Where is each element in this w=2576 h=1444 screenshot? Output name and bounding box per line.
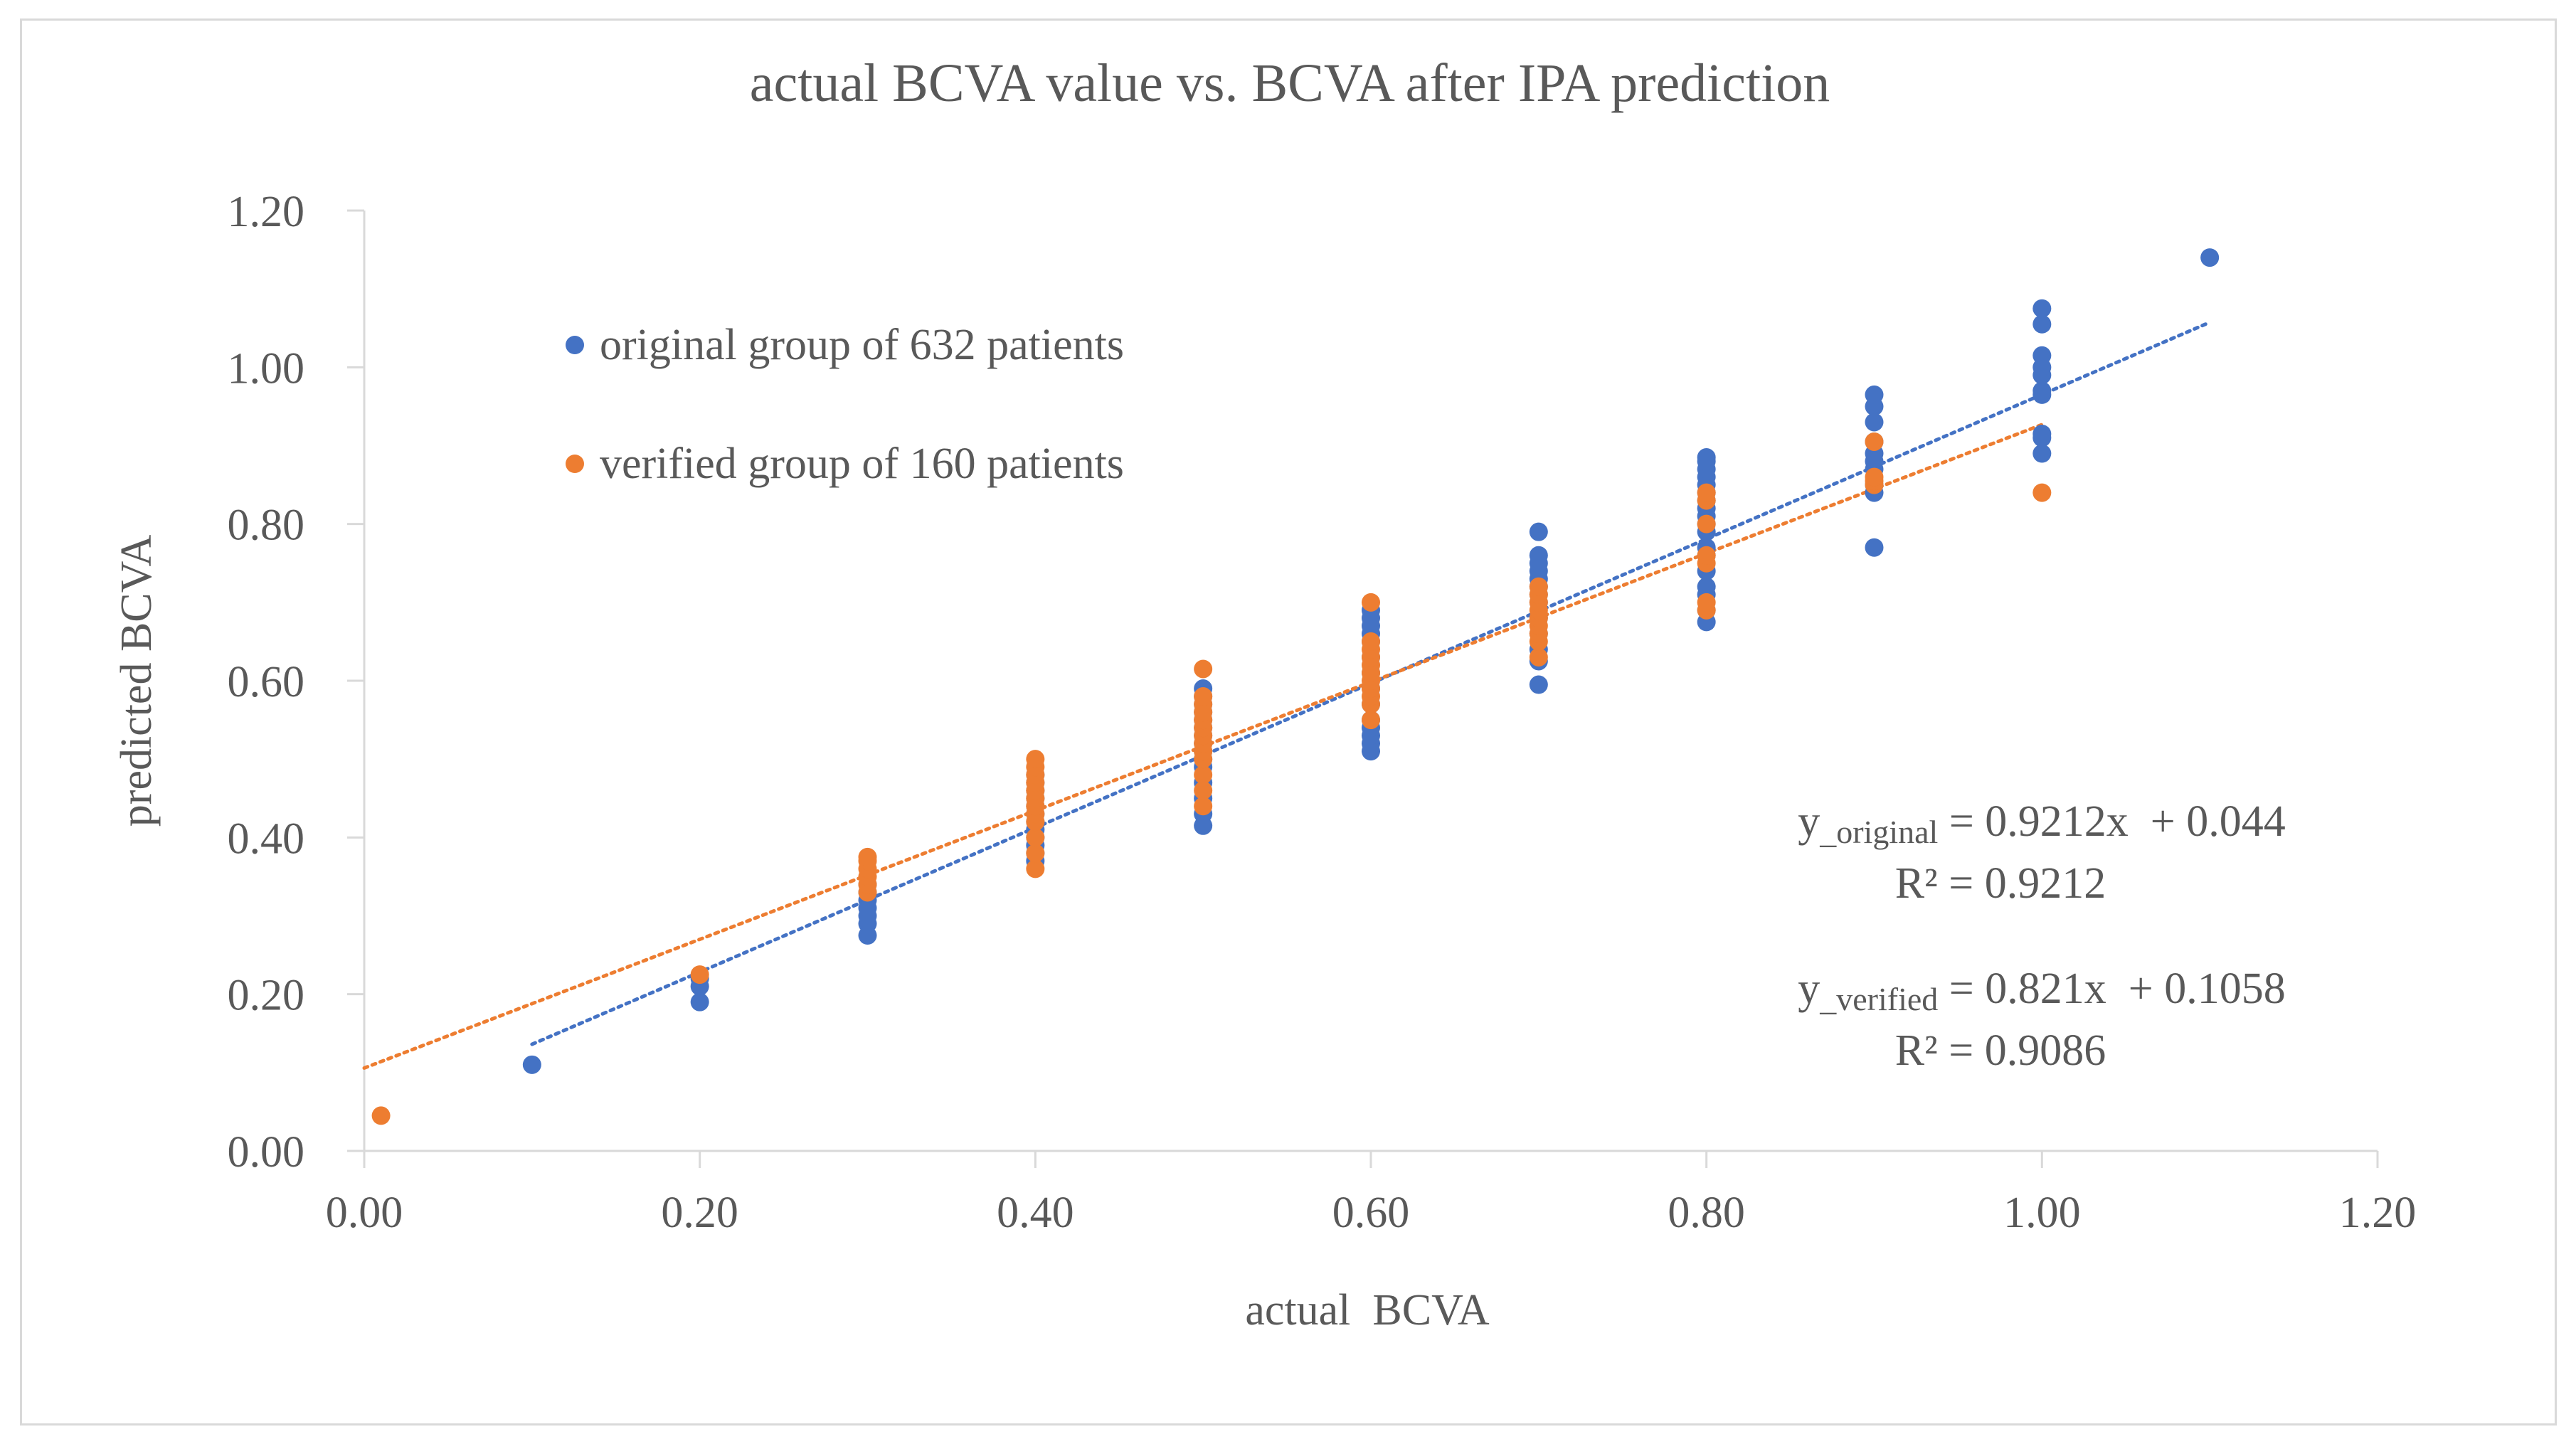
data-points	[371, 248, 2220, 1125]
equation-verified: y_verified = 0.821x + 0.1058 R² = 0.9086	[1798, 965, 2285, 1075]
data-point-verified	[1697, 546, 1716, 565]
axes: 0.00 0.20 0.40 0.60 0.80 1.00 1.20 0.00 0.20 0.4…	[228, 188, 2417, 1237]
svg-text:y_original = 0.9212x + 0.044: y_original = 0.9212x + 0.044	[1798, 797, 2286, 850]
x-ticks: 0.00 0.20 0.40 0.60 0.80 1.00 1.20	[326, 1151, 2417, 1237]
data-point-original	[690, 992, 709, 1012]
data-point-verified	[1697, 483, 1716, 502]
data-point-original	[2032, 299, 2052, 318]
data-point-verified	[1529, 647, 1548, 667]
data-point-verified	[1697, 593, 1716, 612]
legend: original group of 632 patients verified …	[566, 321, 1124, 488]
data-point-verified	[1194, 797, 1213, 816]
data-point-verified	[1026, 844, 1045, 863]
data-point-original	[2032, 444, 2052, 463]
data-point-verified	[1194, 687, 1213, 706]
x-axis-label: actual BCVA	[1245, 1286, 1489, 1334]
data-point-verified	[2032, 483, 2052, 502]
equation-original-subscript: _original	[1819, 814, 1938, 850]
data-point-verified	[1697, 514, 1716, 533]
data-point-original	[1865, 413, 1884, 432]
y-tick-label: 1.00	[228, 344, 305, 393]
x-tick-label: 0.00	[326, 1189, 403, 1237]
data-point-verified	[1194, 765, 1213, 785]
data-point-original	[1865, 538, 1884, 557]
svg-text:y_verified = 0.821x + 0.1058: y_verified = 0.821x + 0.1058	[1798, 965, 2285, 1017]
equation-verified-subscript: _verified	[1819, 981, 1938, 1017]
equation-original-expression: = 0.9212x + 0.044	[1938, 797, 2285, 846]
y-tick-label: 0.20	[228, 972, 305, 1020]
chart-title: actual BCVA value vs. BCVA after IPA pre…	[750, 53, 1830, 113]
data-point-original	[1865, 385, 1884, 404]
data-point-verified	[1194, 781, 1213, 800]
legend-marker-original	[566, 336, 584, 354]
data-point-verified	[1529, 577, 1548, 596]
data-point-verified	[1362, 632, 1380, 651]
x-tick-label: 1.20	[2339, 1189, 2417, 1237]
data-point-verified	[1194, 659, 1213, 679]
data-point-verified	[1362, 593, 1380, 612]
data-point-original	[1697, 577, 1716, 596]
legend-label-verified: verified group of 160 patients	[600, 440, 1124, 488]
equation-verified-expression: = 0.821x + 0.1058	[1938, 965, 2285, 1013]
data-point-verified	[858, 847, 877, 866]
data-point-verified	[1026, 828, 1045, 847]
data-point-verified	[1362, 711, 1380, 730]
legend-label-original: original group of 632 patients	[600, 321, 1124, 369]
data-point-verified	[1865, 432, 1884, 451]
data-point-original	[2032, 424, 2052, 443]
data-point-verified	[1026, 859, 1045, 878]
y-ticks: 0.00 0.20 0.40 0.60 0.80 1.00 1.20	[228, 188, 364, 1177]
data-point-verified	[690, 965, 709, 984]
data-point-original	[522, 1055, 541, 1074]
x-tick-label: 1.00	[2003, 1189, 2081, 1237]
data-point-verified	[1865, 467, 1884, 487]
y-axis-label: predicted BCVA	[112, 535, 161, 827]
data-point-original	[2200, 248, 2220, 267]
data-point-original	[1529, 522, 1548, 541]
data-point-verified	[1026, 750, 1045, 769]
x-tick-label: 0.20	[661, 1189, 738, 1237]
legend-marker-verified	[566, 455, 584, 473]
y-tick-label: 0.00	[228, 1128, 305, 1177]
data-point-original	[2032, 381, 2052, 400]
data-point-original	[1697, 448, 1716, 467]
x-tick-label: 0.60	[1332, 1189, 1410, 1237]
equation-original: y_original = 0.9212x + 0.044 R² = 0.9212	[1798, 797, 2286, 908]
y-tick-label: 1.20	[228, 188, 305, 236]
equation-original-y: y	[1798, 797, 1820, 846]
chart-frame	[20, 18, 2557, 1426]
equation-verified-r2: R² = 0.9086	[1895, 1026, 2106, 1075]
y-tick-label: 0.40	[228, 814, 305, 863]
data-point-original	[2032, 314, 2052, 334]
y-tick-label: 0.80	[228, 501, 305, 550]
data-point-original	[2032, 346, 2052, 365]
equation-original-r2: R² = 0.9212	[1895, 859, 2106, 908]
x-tick-label: 0.40	[997, 1189, 1074, 1237]
y-tick-label: 0.60	[228, 658, 305, 706]
equation-verified-y: y	[1798, 965, 1820, 1013]
data-point-original	[1529, 546, 1548, 565]
data-point-verified	[371, 1106, 391, 1125]
data-point-original	[1529, 675, 1548, 694]
x-tick-label: 0.80	[1668, 1189, 1745, 1237]
trendlines	[362, 320, 2212, 1070]
